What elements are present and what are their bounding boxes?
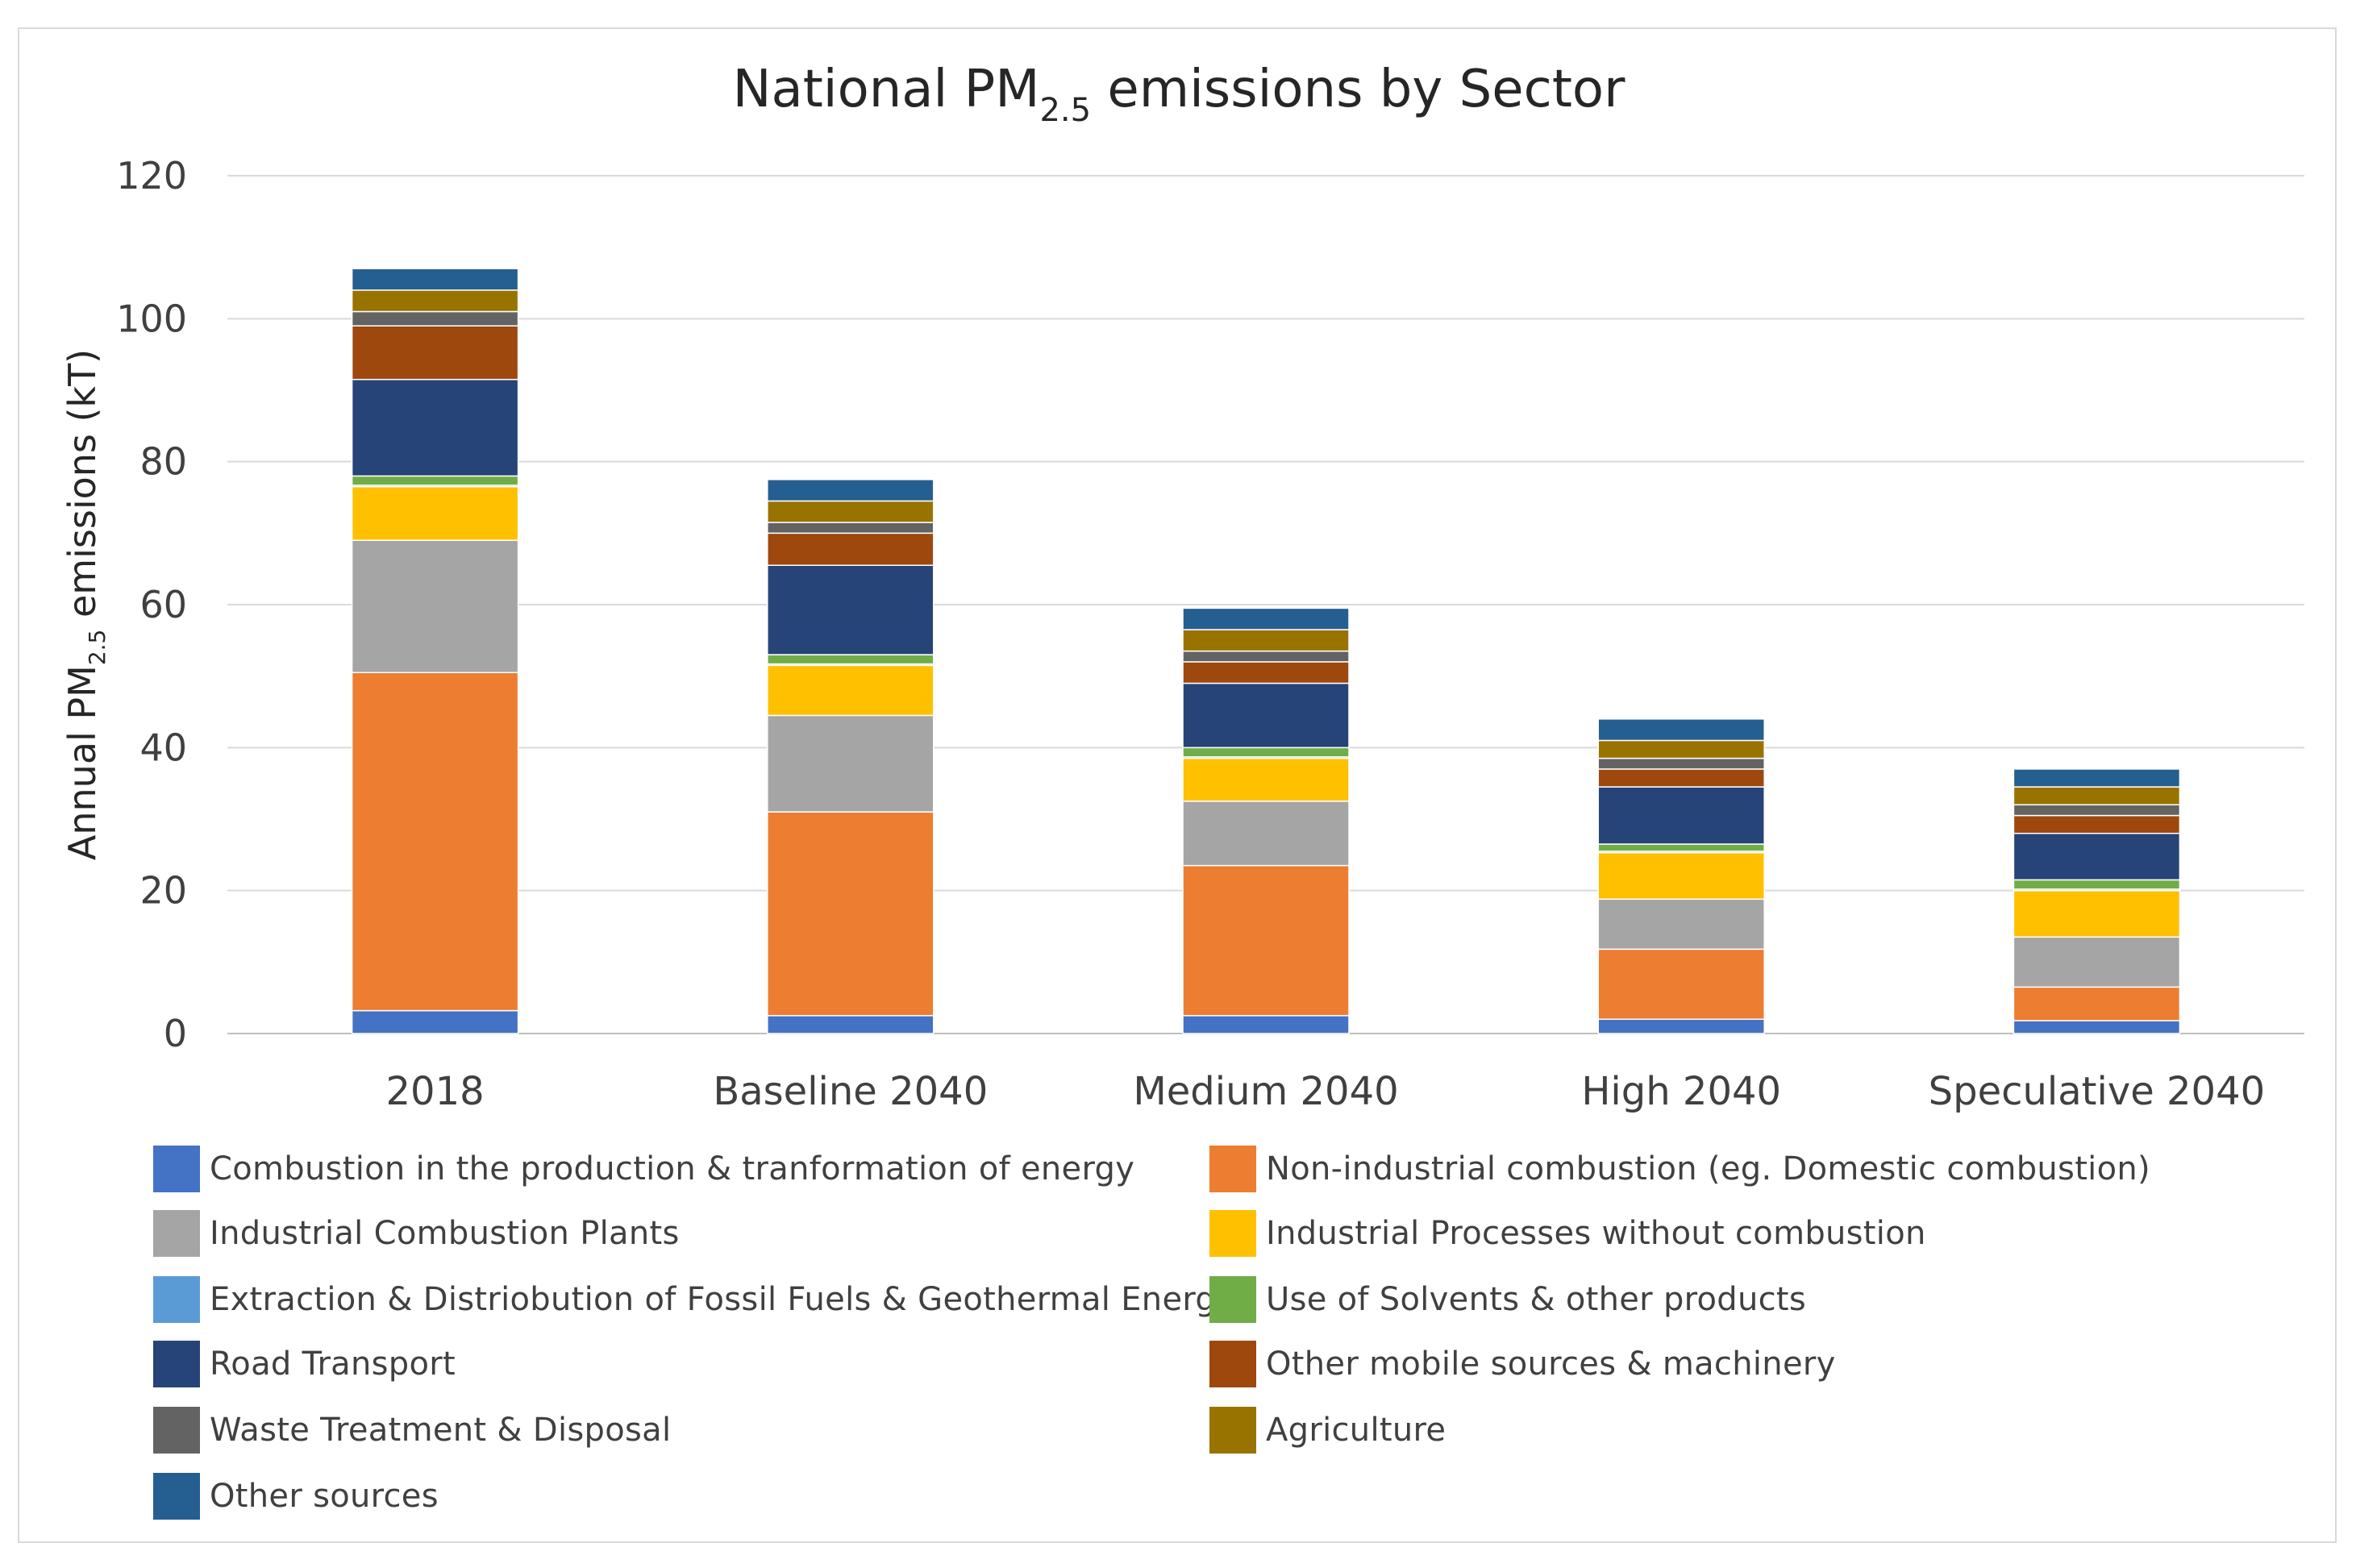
bar-segment (1597, 768, 1765, 788)
bar-segment (2013, 804, 2181, 817)
bar-segment (351, 325, 519, 381)
bar-segment (767, 654, 934, 665)
bar-segment (767, 500, 934, 523)
bar-segment (1182, 682, 1350, 749)
y-tick-label: 40 (139, 726, 187, 769)
bar-segment (2013, 879, 2181, 890)
bar-segment (1182, 607, 1350, 630)
bar-segment (1182, 650, 1350, 663)
bar-segment (2013, 889, 2181, 938)
y-tick-label: 60 (139, 583, 187, 626)
bar-segment (1597, 898, 1765, 950)
bar-segment (767, 664, 934, 717)
bar-segment (767, 811, 934, 1017)
bar-segment (351, 268, 519, 291)
x-tick-label: Speculative 2040 (1929, 1069, 2266, 1114)
y-axis-label: Annual PM2.5 emissions (kT) (60, 349, 110, 860)
bar-segment (2013, 786, 2181, 806)
bar-segment (1182, 661, 1350, 684)
bar-segment (1597, 1018, 1765, 1034)
y-tick-label: 80 (139, 440, 187, 484)
bar-segment (767, 1015, 934, 1034)
bar-segment (351, 539, 519, 673)
bar-segment (2013, 936, 2181, 988)
y-tick-label: 20 (139, 869, 187, 913)
bar-segment (351, 310, 519, 326)
x-tick-label: Medium 2040 (1133, 1069, 1398, 1114)
bar-segment (2013, 768, 2181, 788)
bar-segment (1597, 786, 1765, 845)
bar-segment (1597, 739, 1765, 759)
bar-segment (1597, 851, 1765, 900)
bar-segment (351, 672, 519, 1012)
x-tick-label: High 2040 (1581, 1069, 1781, 1114)
y-tick-label: 100 (116, 297, 187, 340)
x-tick-label: 2018 (386, 1069, 485, 1114)
bar-segment (1182, 864, 1350, 1017)
bar-segment (2013, 832, 2181, 881)
x-tick-label: Baseline 2040 (713, 1069, 988, 1114)
bar-segment (2013, 1020, 2181, 1034)
bar-segment (1597, 843, 1765, 852)
bar-segment (1182, 801, 1350, 867)
bar-segment (767, 714, 934, 813)
bar-segment (1182, 757, 1350, 802)
y-tick-label: 120 (116, 154, 187, 198)
bar-segment (351, 1009, 519, 1034)
y-tick-label: 0 (164, 1012, 187, 1055)
bar-segment (2013, 986, 2181, 1021)
bar-segment (351, 289, 519, 313)
chart-title: National PM2.5 emissions by Sector (733, 60, 1625, 129)
bar-segment (1597, 948, 1765, 1021)
bar-segment (1597, 718, 1765, 742)
bar-segment (767, 479, 934, 502)
bar-segment (351, 485, 519, 541)
bar-segment (2013, 814, 2181, 834)
bar-segment (1182, 1015, 1350, 1034)
bar-segment (1597, 757, 1765, 770)
bar-segment (351, 378, 519, 477)
bar-segment (767, 532, 934, 566)
bar-segment (767, 522, 934, 534)
bar-segment (767, 564, 934, 655)
bar-segment (351, 475, 519, 486)
bar-segment (1182, 747, 1350, 758)
bar-segment (1182, 629, 1350, 652)
